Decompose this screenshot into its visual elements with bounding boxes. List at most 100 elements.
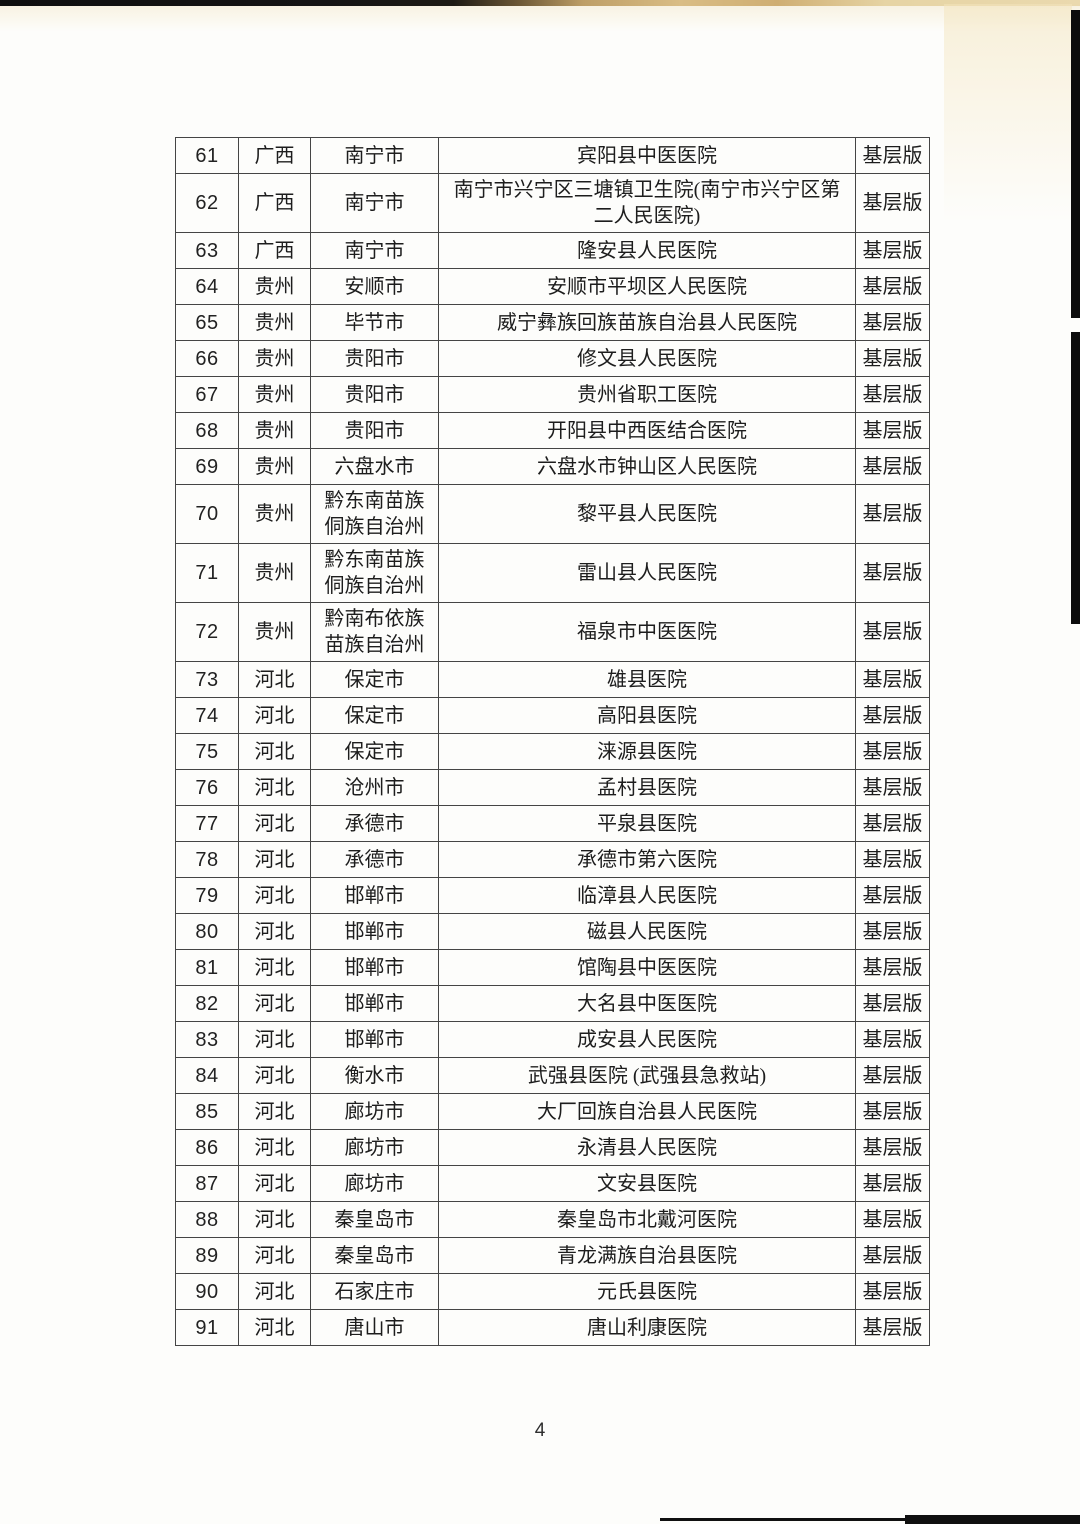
scan-artifact-top-wash <box>0 6 1080 32</box>
version-badge-cell: 基层版 <box>855 543 930 603</box>
city-cell: 石家庄市 <box>310 1273 439 1310</box>
version-badge-cell: 基层版 <box>855 412 930 449</box>
table-row: 86 河北 廊坊市 永清县人民医院 基层版 <box>175 1129 930 1166</box>
city-cell: 南宁市 <box>310 137 439 174</box>
hospital-cell: 永清县人民医院 <box>438 1129 856 1166</box>
province-cell: 广西 <box>238 173 311 233</box>
table-row: 90 河北 石家庄市 元氏县医院 基层版 <box>175 1273 930 1310</box>
row-number-cell: 84 <box>175 1057 239 1094</box>
row-number-cell: 76 <box>175 769 239 806</box>
row-number-cell: 70 <box>175 484 239 544</box>
province-cell: 贵州 <box>238 376 311 413</box>
hospital-cell: 青龙满族自治县医院 <box>438 1237 856 1274</box>
table-row: 67 贵州 贵阳市 贵州省职工医院 基层版 <box>175 376 930 413</box>
hospital-cell: 大名县中医医院 <box>438 985 856 1022</box>
table-row: 89 河北 秦皇岛市 青龙满族自治县医院 基层版 <box>175 1237 930 1274</box>
table-row: 62 广西 南宁市 南宁市兴宁区三塘镇卫生院(南宁市兴宁区第二人民医院) 基层版 <box>175 173 930 233</box>
row-number-cell: 89 <box>175 1237 239 1274</box>
hospital-cell: 雄县医院 <box>438 661 856 698</box>
table-row: 75 河北 保定市 涞源县医院 基层版 <box>175 733 930 770</box>
row-number-cell: 77 <box>175 805 239 842</box>
version-badge-cell: 基层版 <box>855 805 930 842</box>
row-number-cell: 62 <box>175 173 239 233</box>
table-row: 68 贵州 贵阳市 开阳县中西医结合医院 基层版 <box>175 412 930 449</box>
province-cell: 河北 <box>238 1237 311 1274</box>
version-badge-cell: 基层版 <box>855 304 930 341</box>
row-number-cell: 68 <box>175 412 239 449</box>
table-row: 80 河北 邯郸市 磁县人民医院 基层版 <box>175 913 930 950</box>
province-cell: 河北 <box>238 1129 311 1166</box>
row-number-cell: 63 <box>175 232 239 269</box>
city-cell: 秦皇岛市 <box>310 1237 439 1274</box>
city-cell: 南宁市 <box>310 173 439 233</box>
province-cell: 河北 <box>238 769 311 806</box>
version-badge-cell: 基层版 <box>855 1021 930 1058</box>
hospital-cell: 秦皇岛市北戴河医院 <box>438 1201 856 1238</box>
version-badge-cell: 基层版 <box>855 268 930 305</box>
city-cell: 六盘水市 <box>310 448 439 485</box>
table-row: 64 贵州 安顺市 安顺市平坝区人民医院 基层版 <box>175 268 930 305</box>
hospital-cell: 承德市第六医院 <box>438 841 856 878</box>
hospital-cell: 大厂回族自治县人民医院 <box>438 1093 856 1130</box>
table-row: 78 河北 承德市 承德市第六医院 基层版 <box>175 841 930 878</box>
city-cell: 保定市 <box>310 697 439 734</box>
row-number-cell: 74 <box>175 697 239 734</box>
row-number-cell: 78 <box>175 841 239 878</box>
hospital-cell: 贵州省职工医院 <box>438 376 856 413</box>
row-number-cell: 79 <box>175 877 239 914</box>
province-cell: 河北 <box>238 1201 311 1238</box>
city-cell: 廊坊市 <box>310 1129 439 1166</box>
row-number-cell: 83 <box>175 1021 239 1058</box>
city-cell: 沧州市 <box>310 769 439 806</box>
version-badge-cell: 基层版 <box>855 985 930 1022</box>
city-cell: 保定市 <box>310 733 439 770</box>
version-badge-cell: 基层版 <box>855 733 930 770</box>
hospital-cell: 安顺市平坝区人民医院 <box>438 268 856 305</box>
table-row: 65 贵州 毕节市 威宁彝族回族苗族自治县人民医院 基层版 <box>175 304 930 341</box>
version-badge-cell: 基层版 <box>855 913 930 950</box>
version-badge-cell: 基层版 <box>855 376 930 413</box>
version-badge-cell: 基层版 <box>855 1201 930 1238</box>
version-badge-cell: 基层版 <box>855 1273 930 1310</box>
hospital-cell: 宾阳县中医医院 <box>438 137 856 174</box>
row-number-cell: 86 <box>175 1129 239 1166</box>
province-cell: 贵州 <box>238 304 311 341</box>
province-cell: 贵州 <box>238 268 311 305</box>
province-cell: 广西 <box>238 232 311 269</box>
city-cell: 邯郸市 <box>310 985 439 1022</box>
row-number-cell: 88 <box>175 1201 239 1238</box>
hospital-cell: 临漳县人民医院 <box>438 877 856 914</box>
hospital-cell: 南宁市兴宁区三塘镇卫生院(南宁市兴宁区第二人民医院) <box>438 173 856 233</box>
scan-artifact-bottom-line-thick <box>905 1515 1080 1524</box>
table-row: 61 广西 南宁市 宾阳县中医医院 基层版 <box>175 137 930 174</box>
province-cell: 河北 <box>238 697 311 734</box>
table-row: 71 贵州 黔东南苗族侗族自治州 雷山县人民医院 基层版 <box>175 543 930 603</box>
row-number-cell: 61 <box>175 137 239 174</box>
hospital-cell: 平泉县医院 <box>438 805 856 842</box>
city-cell: 黔东南苗族侗族自治州 <box>310 484 439 544</box>
city-cell: 贵阳市 <box>310 340 439 377</box>
city-cell: 黔东南苗族侗族自治州 <box>310 543 439 603</box>
province-cell: 河北 <box>238 841 311 878</box>
province-cell: 河北 <box>238 1057 311 1094</box>
hospital-cell: 磁县人民医院 <box>438 913 856 950</box>
table-row: 66 贵州 贵阳市 修文县人民医院 基层版 <box>175 340 930 377</box>
version-badge-cell: 基层版 <box>855 769 930 806</box>
version-badge-cell: 基层版 <box>855 1093 930 1130</box>
hospital-cell: 成安县人民医院 <box>438 1021 856 1058</box>
city-cell: 邯郸市 <box>310 913 439 950</box>
hospital-cell: 高阳县医院 <box>438 697 856 734</box>
version-badge-cell: 基层版 <box>855 448 930 485</box>
city-cell: 唐山市 <box>310 1309 439 1346</box>
row-number-cell: 72 <box>175 602 239 662</box>
table-row: 73 河北 保定市 雄县医院 基层版 <box>175 661 930 698</box>
city-cell: 廊坊市 <box>310 1093 439 1130</box>
table-row: 72 贵州 黔南布依族苗族自治州 福泉市中医医院 基层版 <box>175 602 930 662</box>
province-cell: 贵州 <box>238 340 311 377</box>
province-cell: 贵州 <box>238 602 311 662</box>
row-number-cell: 91 <box>175 1309 239 1346</box>
version-badge-cell: 基层版 <box>855 137 930 174</box>
row-number-cell: 80 <box>175 913 239 950</box>
table-row: 88 河北 秦皇岛市 秦皇岛市北戴河医院 基层版 <box>175 1201 930 1238</box>
